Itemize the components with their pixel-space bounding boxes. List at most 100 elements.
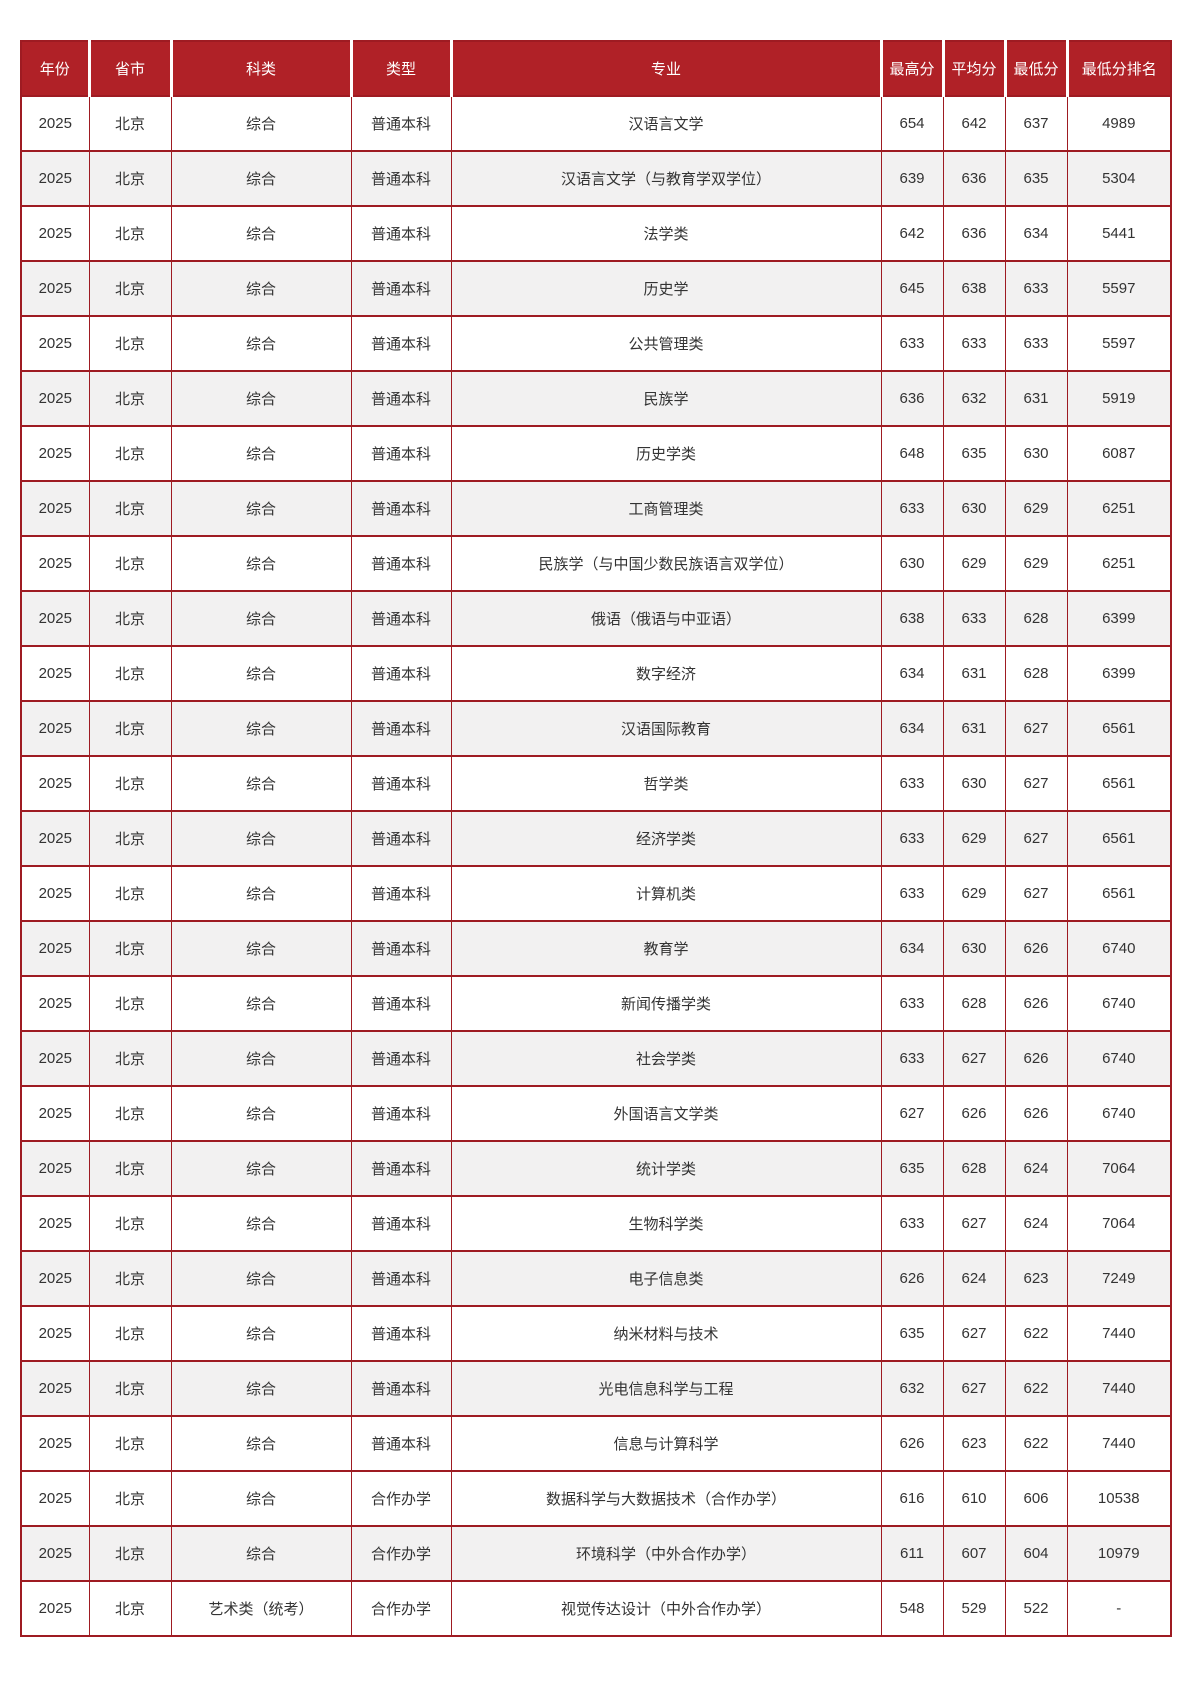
cell-year: 2025 [21,261,90,317]
cell-province: 北京 [89,1471,172,1527]
cell-min_score: 622 [1005,1306,1068,1362]
cell-province: 北京 [89,481,172,537]
cell-major: 公共管理类 [451,316,882,372]
cell-min_rank: 7440 [1067,1416,1171,1472]
cell-category: 综合 [171,481,352,537]
table-row: 2025 北京 综合 合作办学 环境科学（中外合作办学） 611 607 604 10979 [21,1526,1171,1582]
cell-province: 北京 [89,1416,172,1472]
cell-type: 普通本科 [351,701,452,757]
cell-category: 综合 [171,426,352,482]
cell-min_rank: 7064 [1067,1141,1171,1197]
cell-min_rank: 10979 [1067,1526,1171,1582]
cell-year: 2025 [21,536,90,592]
cell-category: 综合 [171,261,352,317]
table-row: 2025 北京 综合 普通本科 教育学 634 630 626 6740 [21,921,1171,977]
cell-major: 教育学 [451,921,882,977]
col-header-min_rank: 最低分排名 [1067,41,1171,97]
cell-max_score: 611 [881,1526,944,1582]
cell-max_score: 633 [881,481,944,537]
cell-year: 2025 [21,1581,90,1636]
cell-min_score: 604 [1005,1526,1068,1582]
cell-min_score: 628 [1005,646,1068,702]
table-row: 2025 北京 综合 普通本科 电子信息类 626 624 623 7249 [21,1251,1171,1307]
cell-province: 北京 [89,701,172,757]
cell-category: 综合 [171,811,352,867]
cell-avg_score: 626 [943,1086,1006,1142]
cell-min_score: 631 [1005,371,1068,427]
cell-year: 2025 [21,976,90,1032]
cell-avg_score: 635 [943,426,1006,482]
cell-province: 北京 [89,921,172,977]
cell-min_score: 627 [1005,866,1068,922]
cell-major: 工商管理类 [451,481,882,537]
cell-type: 普通本科 [351,96,452,152]
cell-max_score: 635 [881,1141,944,1197]
cell-year: 2025 [21,1086,90,1142]
table-row: 2025 北京 综合 普通本科 外国语言文学类 627 626 626 6740 [21,1086,1171,1142]
admission-scores-table: 年份 省市 科类 类型 专业 最高分 平均分 最低分 最低分排名 2025 北京 综合 普通本科 汉语言… [20,40,1172,1637]
cell-max_score: 627 [881,1086,944,1142]
cell-year: 2025 [21,371,90,427]
cell-min_rank: 5919 [1067,371,1171,427]
table-row: 2025 北京 艺术类（统考） 合作办学 视觉传达设计（中外合作办学） 548 529 522… [21,1581,1171,1636]
table-row: 2025 北京 综合 普通本科 历史学类 648 635 630 6087 [21,426,1171,482]
cell-avg_score: 631 [943,646,1006,702]
cell-year: 2025 [21,1196,90,1252]
cell-province: 北京 [89,976,172,1032]
cell-type: 普通本科 [351,811,452,867]
cell-min_score: 626 [1005,1086,1068,1142]
cell-max_score: 633 [881,1031,944,1087]
cell-province: 北京 [89,1526,172,1582]
cell-max_score: 626 [881,1251,944,1307]
cell-max_score: 633 [881,811,944,867]
cell-type: 普通本科 [351,1251,452,1307]
col-header-major: 专业 [451,41,883,97]
cell-type: 普通本科 [351,1141,452,1197]
cell-province: 北京 [89,426,172,482]
cell-min_score: 633 [1005,261,1068,317]
cell-min_score: 606 [1005,1471,1068,1527]
cell-max_score: 626 [881,1416,944,1472]
table-row: 2025 北京 综合 普通本科 信息与计算科学 626 623 622 7440 [21,1416,1171,1472]
cell-province: 北京 [89,1361,172,1417]
cell-min_rank: 6740 [1067,921,1171,977]
cell-major: 生物科学类 [451,1196,882,1252]
table-row: 2025 北京 综合 普通本科 汉语言文学（与教育学双学位） 639 636 635 5304 [21,151,1171,207]
cell-max_score: 633 [881,756,944,812]
cell-year: 2025 [21,316,90,372]
cell-major: 汉语国际教育 [451,701,882,757]
table-row: 2025 北京 综合 普通本科 统计学类 635 628 624 7064 [21,1141,1171,1197]
cell-avg_score: 636 [943,206,1006,262]
cell-max_score: 638 [881,591,944,647]
cell-province: 北京 [89,1196,172,1252]
cell-year: 2025 [21,1141,90,1197]
cell-min_score: 629 [1005,481,1068,537]
cell-min_score: 637 [1005,96,1068,152]
cell-avg_score: 642 [943,96,1006,152]
cell-min_score: 522 [1005,1581,1068,1636]
cell-province: 北京 [89,646,172,702]
cell-major: 数据科学与大数据技术（合作办学） [451,1471,882,1527]
table-row: 2025 北京 综合 普通本科 民族学（与中国少数民族语言双学位） 630 629 629 62… [21,536,1171,592]
cell-province: 北京 [89,866,172,922]
cell-type: 普通本科 [351,206,452,262]
cell-type: 普通本科 [351,646,452,702]
table-row: 2025 北京 综合 普通本科 法学类 642 636 634 5441 [21,206,1171,262]
cell-max_score: 645 [881,261,944,317]
cell-min_score: 626 [1005,1031,1068,1087]
cell-major: 光电信息科学与工程 [451,1361,882,1417]
cell-province: 北京 [89,1306,172,1362]
cell-year: 2025 [21,646,90,702]
cell-major: 民族学 [451,371,882,427]
cell-category: 综合 [171,1086,352,1142]
cell-avg_score: 631 [943,701,1006,757]
cell-province: 北京 [89,1086,172,1142]
cell-min_score: 634 [1005,206,1068,262]
cell-max_score: 642 [881,206,944,262]
cell-avg_score: 630 [943,481,1006,537]
cell-major: 纳米材料与技术 [451,1306,882,1362]
cell-avg_score: 633 [943,591,1006,647]
cell-year: 2025 [21,151,90,207]
cell-major: 社会学类 [451,1031,882,1087]
cell-province: 北京 [89,1031,172,1087]
